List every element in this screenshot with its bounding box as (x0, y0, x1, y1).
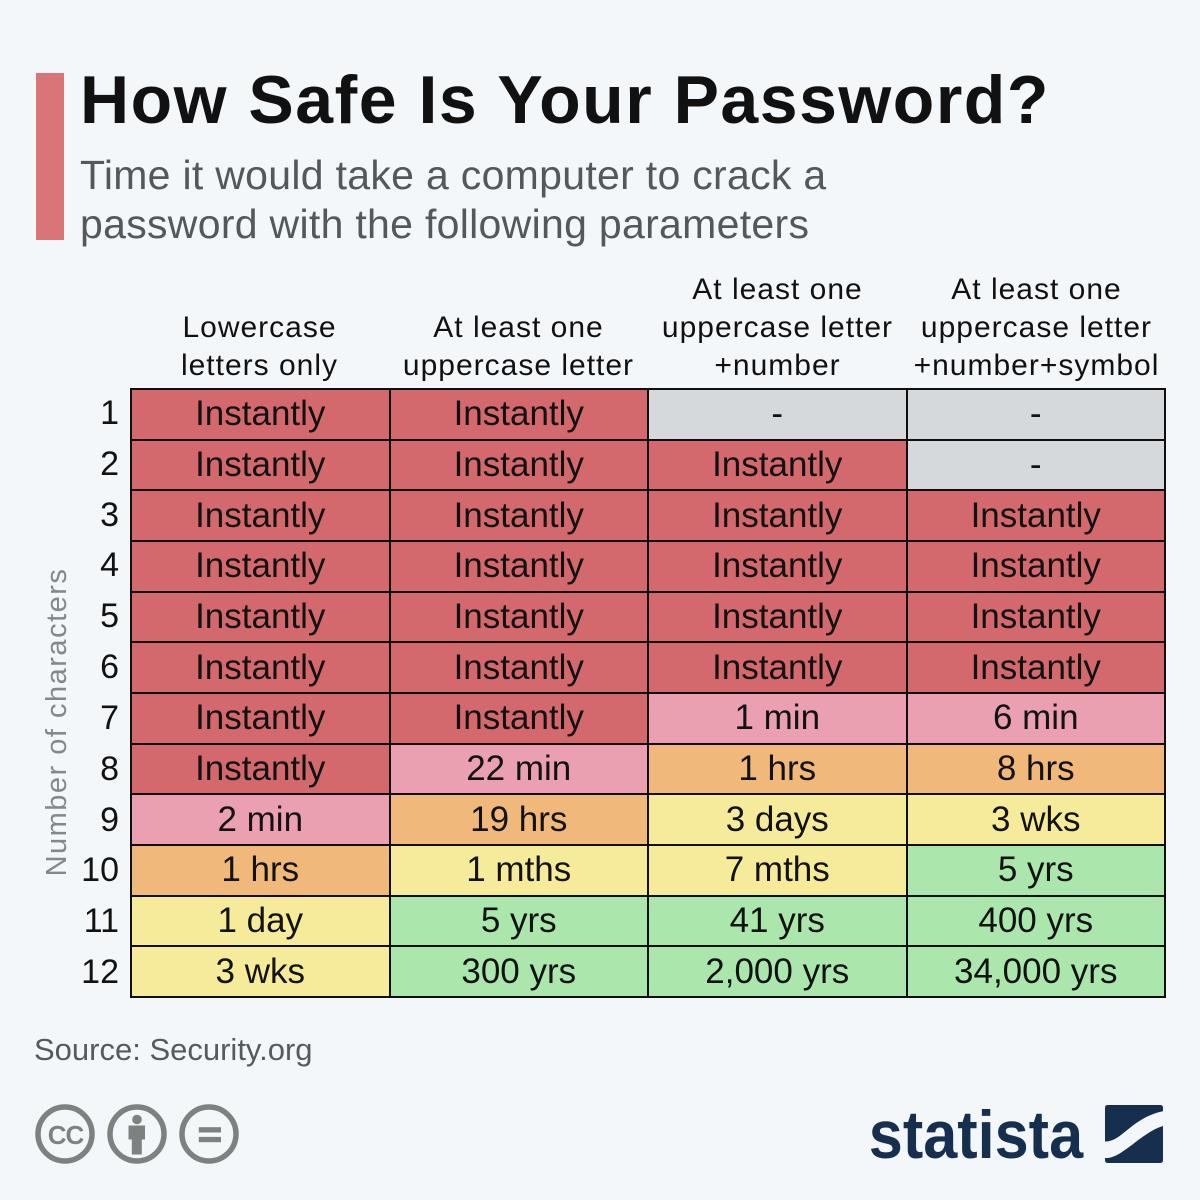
svg-text:CC: CC (48, 1120, 85, 1150)
